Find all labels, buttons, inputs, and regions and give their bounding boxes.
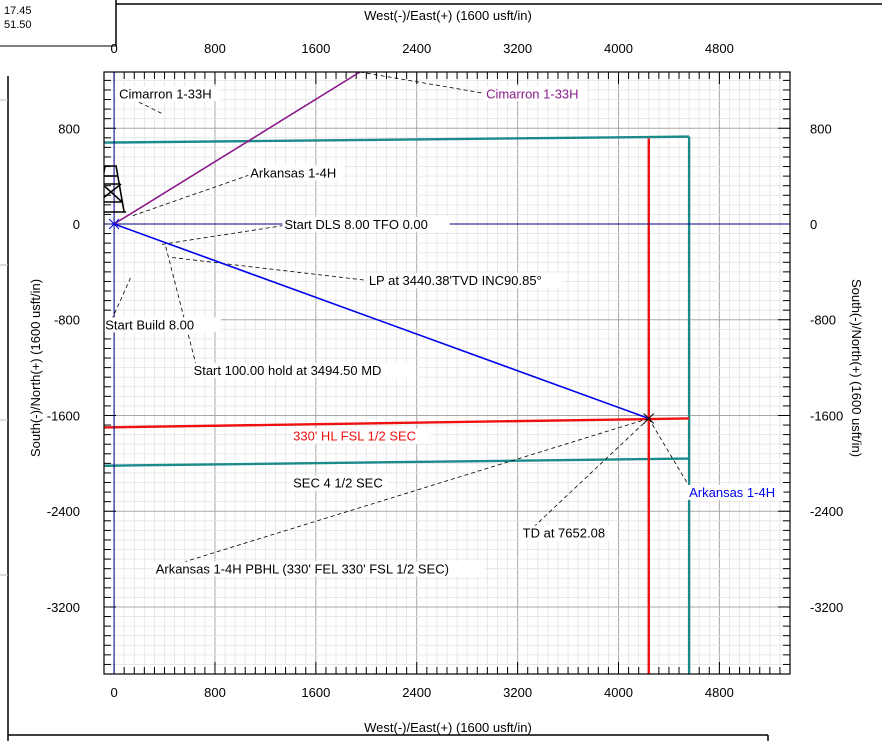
y-tick-label-right: -3200 <box>810 600 843 615</box>
x-tick-label-bottom: 1600 <box>301 685 330 700</box>
y-tick-label-left: -2400 <box>47 504 80 519</box>
y-tick-label-right: 0 <box>810 217 817 232</box>
x-tick-label-bottom: 0 <box>110 685 117 700</box>
annotation-lp-at-3440-38-tvd-inc90-85: LP at 3440.38'TVD INC90.85° <box>369 273 542 288</box>
y-tick-label-left: -800 <box>54 313 80 328</box>
annotation-arkansas-1-4h: Arkansas 1-4H <box>689 485 775 500</box>
x-tick-label-top: 0 <box>110 41 117 56</box>
y-axis-title-right: South(-)/North(+) (1600 usft/in) <box>849 279 864 457</box>
y-tick-label-right: -800 <box>810 313 836 328</box>
annotation-arkansas-1-4h-pbhl-330-fel-330-fsl-1-2-sec: Arkansas 1-4H PBHL (330' FEL 330' FSL 1/… <box>156 561 449 576</box>
y-axis-title-left: South(-)/North(+) (1600 usft/in) <box>28 279 43 457</box>
y-tick-label-left: -3200 <box>47 600 80 615</box>
x-tick-label-bottom: 4000 <box>604 685 633 700</box>
y-tick-label-right: 800 <box>810 121 832 136</box>
x-tick-label-top: 800 <box>204 41 226 56</box>
annotation-cimarron-1-33h: Cimarron 1-33H <box>486 86 578 101</box>
y-tick-label-left: -1600 <box>47 408 80 423</box>
annotation-sec-4-1-2-sec: SEC 4 1/2 SEC <box>293 475 383 490</box>
annotation-start-100-00-hold-at-3494-50-md: Start 100.00 hold at 3494.50 MD <box>194 363 382 378</box>
x-tick-label-bottom: 800 <box>204 685 226 700</box>
annotation-cimarron-1-33h: Cimarron 1-33H <box>119 86 211 101</box>
hardline-line <box>649 418 689 419</box>
x-tick-label-bottom: 3200 <box>503 685 532 700</box>
plot-area: Cimarron 1-33H Cimarron 1-33H Arkansas 1-4… <box>47 41 844 700</box>
y-tick-label-right: -1600 <box>810 408 843 423</box>
annotation-arkansas-1-4h: Arkansas 1-4H <box>250 165 336 180</box>
y-tick-label-left: 800 <box>58 121 80 136</box>
x-tick-label-top: 3200 <box>503 41 532 56</box>
x-tick-label-bottom: 2400 <box>402 685 431 700</box>
x-tick-label-bottom: 4800 <box>705 685 734 700</box>
x-tick-label-top: 2400 <box>402 41 431 56</box>
annotation-330-hl-fsl-1-2-sec: 330' HL FSL 1/2 SEC <box>293 429 416 444</box>
x-tick-label-top: 1600 <box>301 41 330 56</box>
y-tick-label-left: 0 <box>73 217 80 232</box>
annotation-start-dls-8-00-tfo-0-00: Start DLS 8.00 TFO 0.00 <box>284 217 428 232</box>
x-axis-title-top: West(-)/East(+) (1600 usft/in) <box>364 8 532 23</box>
annotation-td-at-7652-08: TD at 7652.08 <box>523 526 605 541</box>
y-tick-label-right: -2400 <box>810 504 843 519</box>
x-tick-label-top: 4000 <box>604 41 633 56</box>
x-tick-label-top: 4800 <box>705 41 734 56</box>
annotation-start-build-8-00: Start Build 8.00 <box>105 317 194 332</box>
x-axis-title-bottom: West(-)/East(+) (1600 usft/in) <box>364 720 532 735</box>
